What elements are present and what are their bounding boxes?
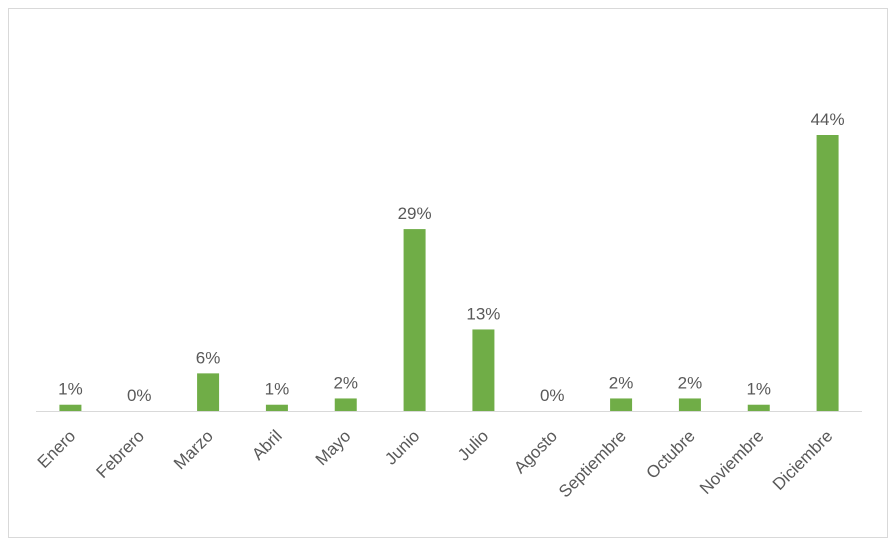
chart-frame [8, 8, 888, 538]
bar [747, 404, 770, 411]
data-label: 0% [127, 386, 152, 405]
bar [472, 329, 495, 411]
bar [197, 373, 220, 411]
data-label: 1% [265, 380, 290, 399]
data-label: 29% [398, 204, 432, 223]
data-label: 0% [540, 386, 565, 405]
data-label: 1% [746, 380, 771, 399]
data-label: 44% [811, 110, 845, 129]
bar [334, 398, 357, 411]
bar [403, 229, 426, 411]
data-label: 1% [58, 380, 83, 399]
data-label: 2% [333, 373, 358, 392]
bar [678, 398, 701, 411]
data-label: 2% [609, 373, 634, 392]
data-label: 2% [678, 373, 703, 392]
data-label: 13% [466, 304, 500, 323]
bar [59, 404, 82, 411]
bar [610, 398, 633, 411]
data-label: 6% [196, 348, 221, 367]
bar [816, 135, 839, 411]
bar [265, 404, 288, 411]
